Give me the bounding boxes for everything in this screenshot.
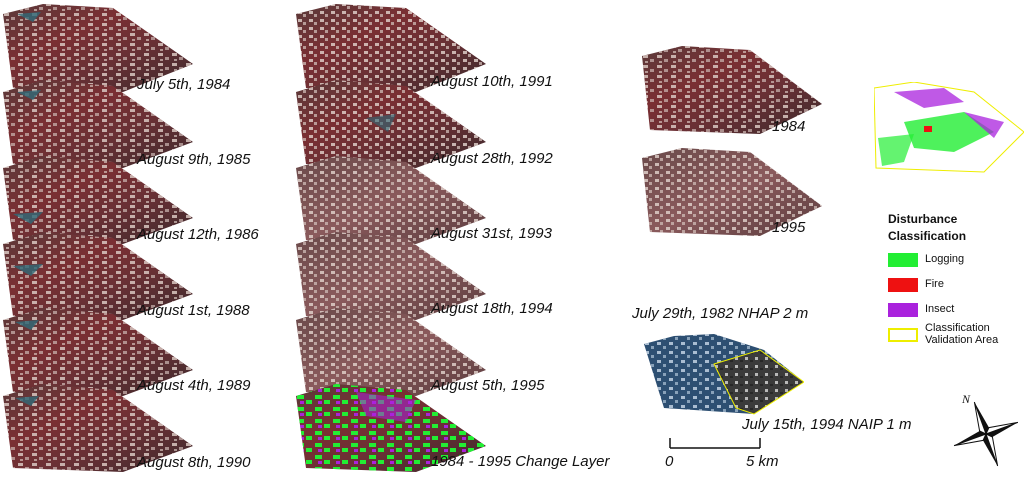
fire-swatch [888,278,918,292]
logging-swatch [888,253,918,267]
north-label: N [962,392,971,406]
date-caption: August 9th, 1985 [137,151,251,168]
terrain-tile-1989 [3,306,193,398]
naip-caption: July 15th, 1994 NAIP 1 m [742,416,912,433]
terrain-tile-compare-1995 [642,146,822,238]
terrain-tile-1990 [3,382,193,474]
year-caption: 1984 [772,118,806,135]
legend-subtitle: Classification [888,229,967,243]
legend-item-fire: Fire [888,274,1018,299]
legend-label: Insect [925,303,955,315]
date-caption: August 10th, 1991 [431,73,553,90]
date-caption: August 4th, 1989 [137,377,251,394]
terrain-tile-compare-1984 [642,44,822,136]
classification-map-tile [874,82,1024,174]
aerial-imagery-tile [644,332,804,418]
date-caption: August 31st, 1993 [431,225,552,242]
terrain-tile-1984 [3,2,193,94]
legend-title: Disturbance [888,212,958,226]
legend-item-validation-area: Classification Validation Area [888,322,1018,349]
date-caption: August 18th, 1994 [431,300,553,317]
legend-item-insect: Insect [888,299,1018,324]
terrain-tile-1994 [296,230,486,322]
legend-label: Classification Validation Area [925,322,999,346]
date-caption: August 12th, 1986 [137,226,259,243]
legend-label: Logging [925,253,965,265]
date-caption: August 8th, 1990 [137,454,251,471]
insect-swatch [888,303,918,317]
scale-start-label: 0 [665,453,674,470]
terrain-tile-1985 [3,78,193,170]
north-arrow-icon: N [948,388,1019,473]
terrain-tile-1986 [3,154,193,246]
date-caption: August 1st, 1988 [137,302,250,319]
date-caption: August 5th, 1995 [431,377,545,394]
change-layer-tile [296,382,486,474]
terrain-tile-1988 [3,230,193,322]
terrain-tile-1991 [296,2,486,94]
legend-item-logging: Logging [888,249,1018,274]
disturbance-legend: Disturbance Classification Logging Fire … [888,211,1018,349]
date-caption: August 28th, 1992 [431,150,553,167]
terrain-tile-1992 [296,78,486,170]
validation-area-swatch [888,328,918,342]
scale-end-label: 5 km [746,453,779,470]
scale-bar: 0 5 km [660,436,780,476]
date-caption: 1984 - 1995 Change Layer [431,453,610,470]
nhap-caption: July 29th, 1982 NHAP 2 m [632,305,809,322]
year-caption: 1995 [772,219,806,236]
terrain-tile-1993 [296,154,486,246]
date-caption: July 5th, 1984 [137,76,231,93]
terrain-tile-1995 [296,306,486,398]
legend-label: Fire [925,278,944,290]
